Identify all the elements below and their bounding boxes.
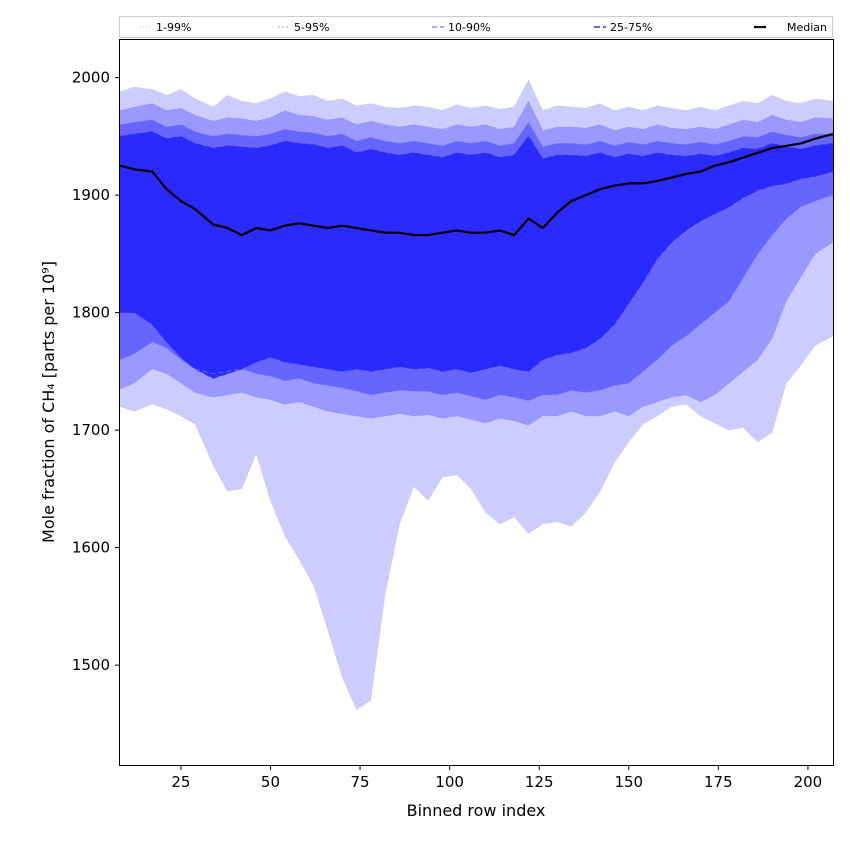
legend-label: 25-75% [610,21,652,34]
y-tick-label: 1600 [72,539,110,557]
legend-label: 5-95% [294,21,329,34]
x-axis-label: Binned row index [407,801,546,820]
band-edge-lower-25-75 [120,171,834,379]
band-edge-upper-5-95 [119,100,834,131]
band-edges-layer [119,79,834,711]
plot-frame [119,39,834,766]
legend-box [119,16,833,38]
band-edge-lower-10-90 [119,194,834,402]
y-axis: 1500 1600 1700 1800 1900 2000 [72,69,120,674]
band-25-75 [120,131,833,379]
y-tick-label: 1500 [72,656,110,674]
legend: 1-99% 5-95% 10-90% 25-75% Median [119,16,833,38]
x-tick-label: 200 [794,773,823,791]
y-axis-label: Mole fraction of CH₄ [parts per 10⁹] [39,261,58,543]
x-tick-label: 100 [435,773,464,791]
median-layer [119,132,834,237]
legend-label: 10-90% [448,21,490,34]
x-tick-label: 125 [525,773,554,791]
x-tick-label: 150 [614,773,643,791]
legend-label: 1-99% [156,21,191,34]
legend-label: Median [787,21,827,34]
band-edge-upper-25-75 [119,131,834,160]
x-tick-label: 75 [351,773,370,791]
x-tick-label: 25 [171,773,190,791]
x-tick-label: 50 [261,773,280,791]
y-tick-label: 1700 [72,421,110,439]
x-tick-label: 175 [704,773,733,791]
band-edge-upper-1-99 [119,79,834,111]
band-edge-upper-10-90 [119,119,833,148]
y-tick-label: 1800 [72,304,110,322]
x-axis: 25 50 75 100 125 150 175 200 [171,765,822,791]
band-edge-lower-5-95 [119,241,834,426]
y-tick-label: 2000 [72,69,110,87]
median-line [119,132,834,237]
y-tick-label: 1900 [72,186,110,204]
band-edge-lower-1-99 [119,335,834,711]
